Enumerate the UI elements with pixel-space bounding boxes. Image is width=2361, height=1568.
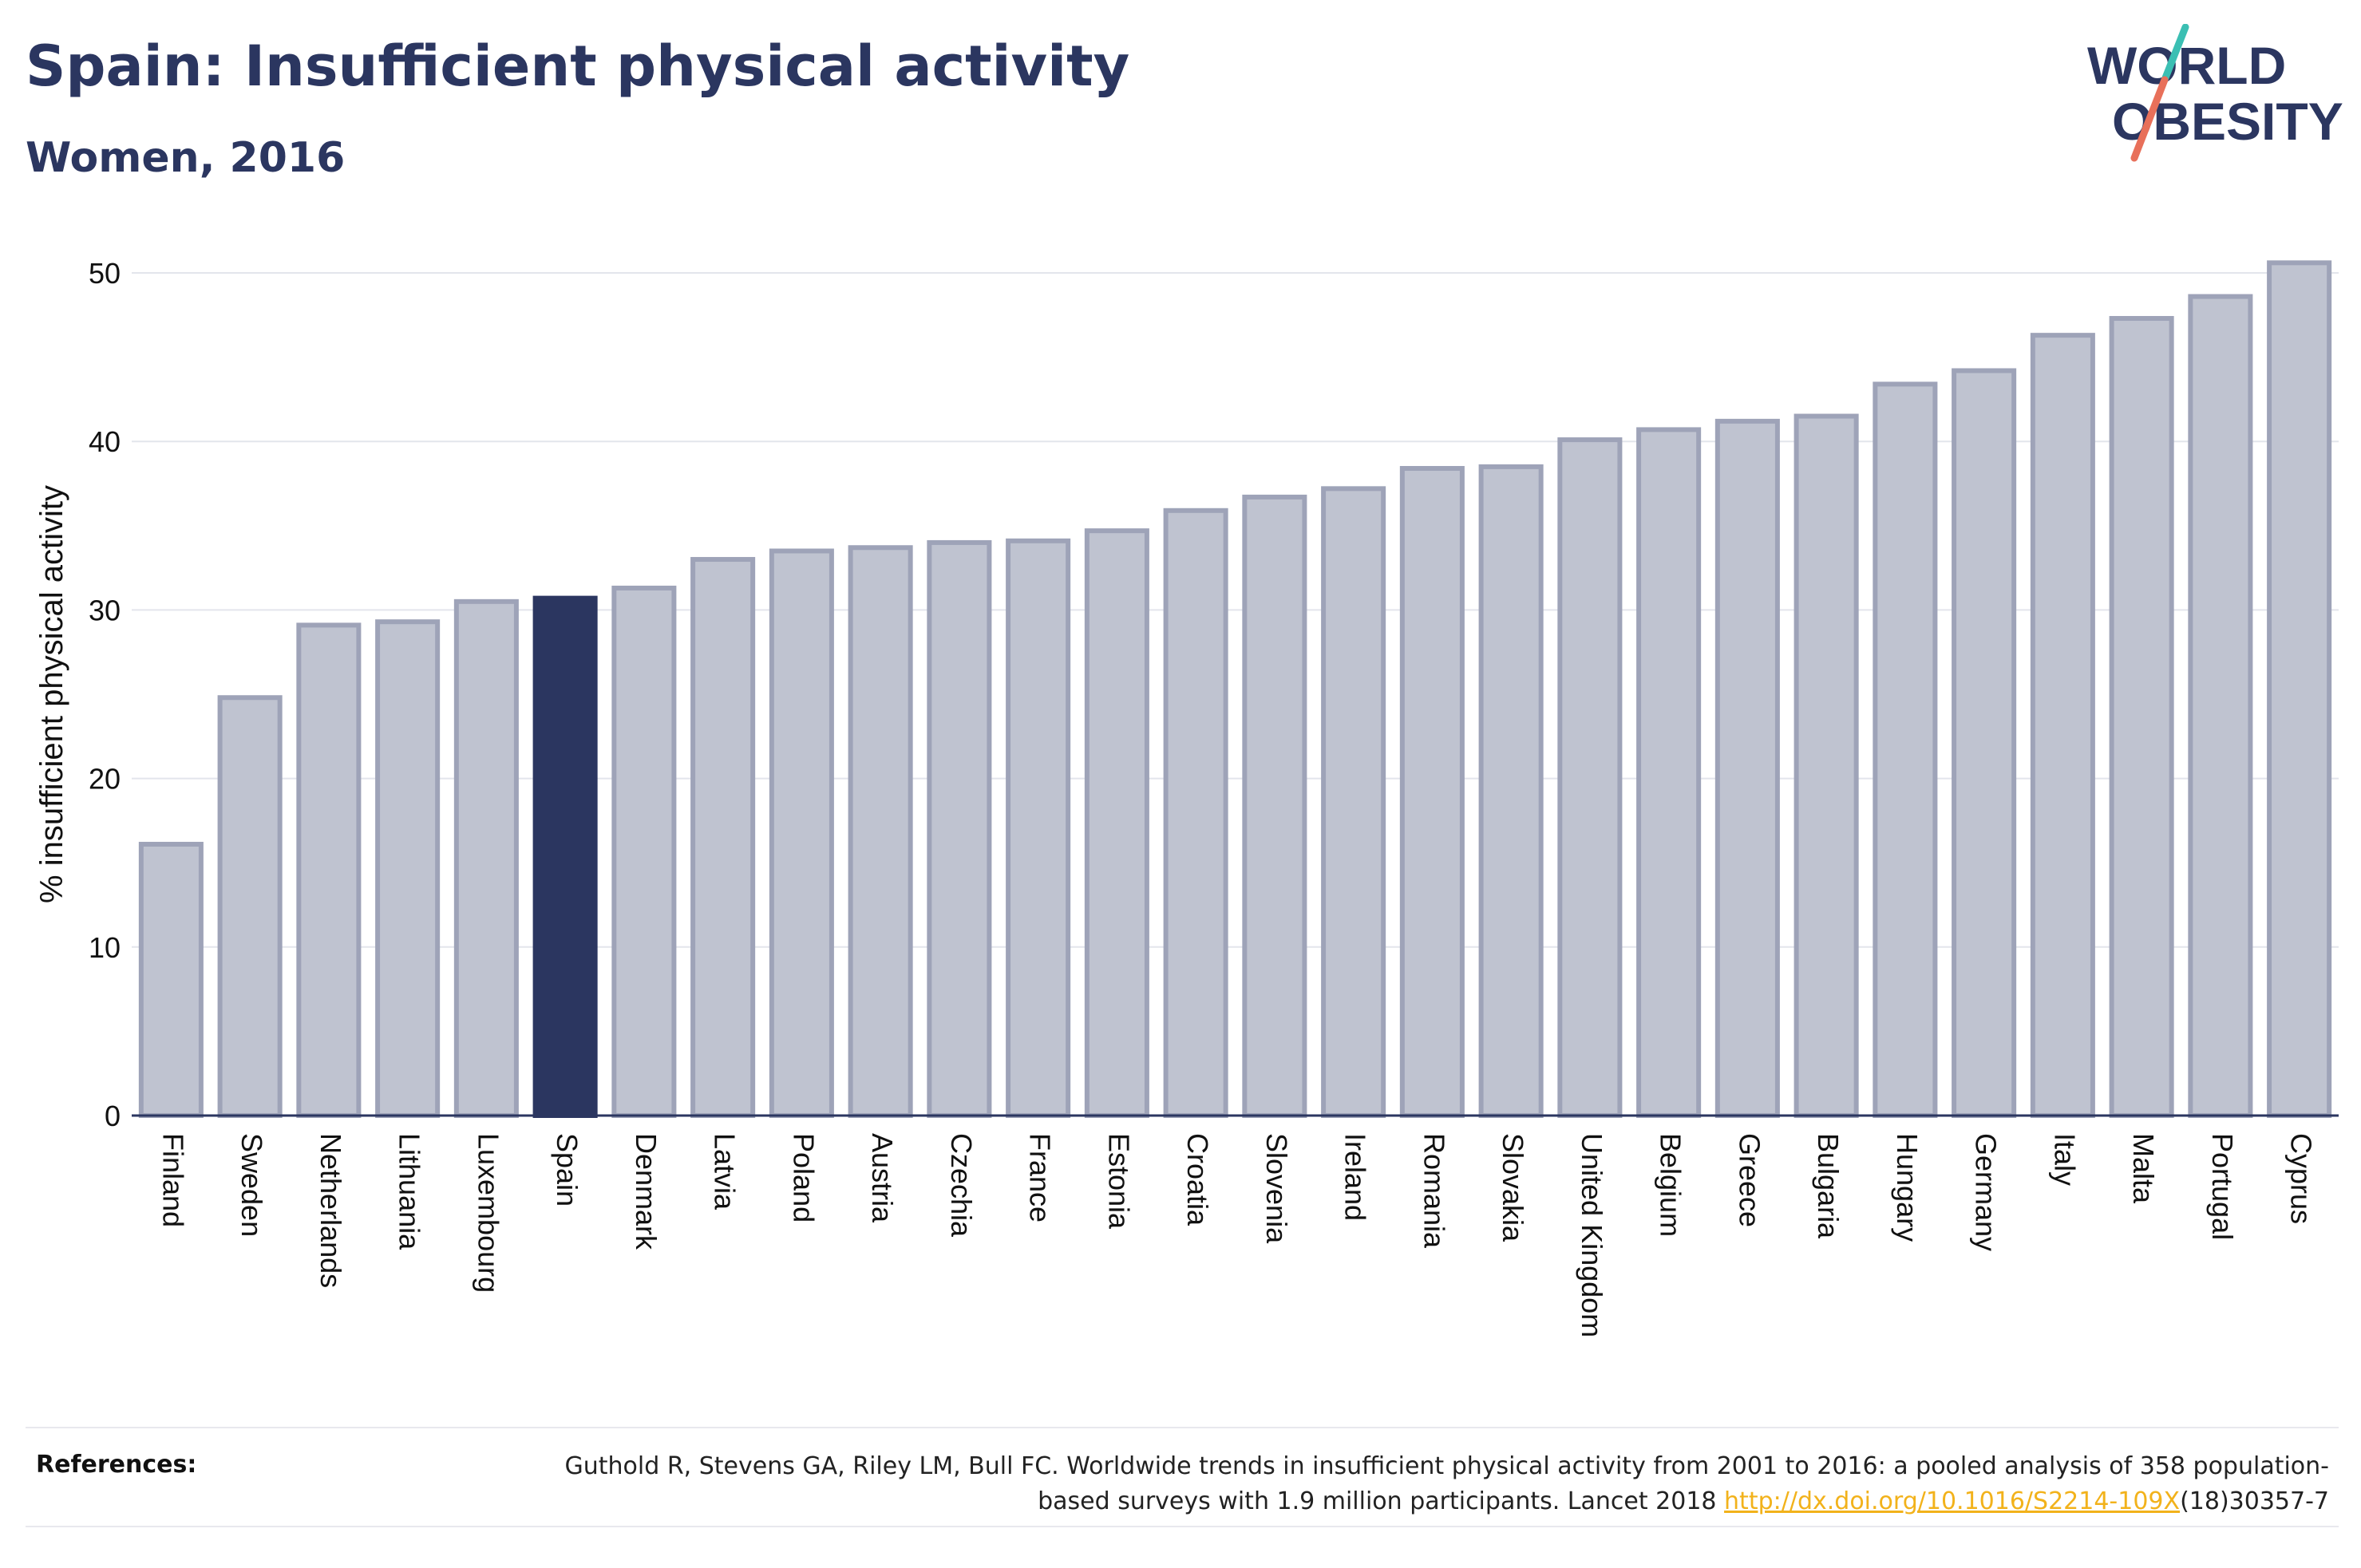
- bar-croatia: [1163, 508, 1228, 1118]
- x-tick-label: Slovakia: [1497, 1133, 1529, 1242]
- x-tick-label: Germany: [1970, 1133, 2003, 1251]
- x-tick-label: Belgium: [1655, 1133, 1687, 1237]
- x-tick-label: Estonia: [1102, 1133, 1135, 1230]
- world-obesity-logo: WORLD OBESITY: [2087, 24, 2343, 162]
- bar-portugal: [2188, 294, 2253, 1118]
- x-tick-label: Croatia: [1181, 1133, 1214, 1226]
- x-tick-label: Latvia: [709, 1133, 742, 1211]
- x-tick-label: Malta: [2127, 1133, 2160, 1204]
- x-tick-label: Luxembourg: [472, 1133, 504, 1293]
- bar-belgium: [1636, 427, 1702, 1118]
- x-tick-label: Italy: [2048, 1133, 2081, 1186]
- bar-czechia: [927, 539, 992, 1118]
- bar-sweden: [217, 695, 283, 1118]
- references-label: References:: [36, 1451, 197, 1479]
- bar-chart: 0 10 20 30 40 50 Finland Sweden Netherlands Lith…: [34, 257, 2339, 1337]
- y-tick-label: 10: [89, 931, 121, 964]
- references-citation-end: (18)30357-7: [2180, 1487, 2329, 1515]
- y-tick-label: 30: [89, 594, 121, 626]
- x-tick-label: Denmark: [630, 1133, 662, 1250]
- bar-romania: [1399, 465, 1465, 1118]
- references-divider-bottom: [26, 1526, 2339, 1527]
- x-tick-label: Bulgaria: [1812, 1133, 1845, 1239]
- references-text: Guthold R, Stevens GA, Riley LM, Bull FC…: [493, 1449, 2329, 1519]
- x-tick-label: Austria: [866, 1133, 899, 1223]
- bar-hungary: [1873, 381, 1938, 1118]
- bar-finland: [138, 841, 204, 1119]
- logo-slash-teal: [2161, 24, 2189, 84]
- x-tick-label: Lithuania: [394, 1133, 426, 1250]
- y-tick-label: 40: [89, 425, 121, 458]
- x-tick-label: Greece: [1733, 1133, 1766, 1227]
- bar-greece: [1714, 418, 1780, 1118]
- references-citation: Guthold R, Stevens GA, Riley LM, Bull FC…: [564, 1452, 2329, 1515]
- bar-italy: [2030, 333, 2095, 1119]
- y-tick-label: 20: [89, 763, 121, 796]
- chart-title: Spain: Insufficient physical activity: [26, 34, 1130, 99]
- x-tick-label: Ireland: [1339, 1133, 1372, 1221]
- x-tick-label: Portugal: [2206, 1133, 2239, 1240]
- bar-latvia: [690, 557, 756, 1118]
- bar-malta: [2109, 316, 2174, 1118]
- x-tick-label: France: [1024, 1133, 1057, 1222]
- y-tick-label: 50: [89, 257, 121, 290]
- bar-spain: [532, 595, 598, 1118]
- logo-slash-red: [2130, 76, 2169, 162]
- y-axis-ticks: 0 10 20 30 40 50: [89, 257, 121, 1132]
- bar-poland: [769, 548, 834, 1118]
- bar-lithuania: [375, 619, 441, 1118]
- bar-netherlands: [296, 622, 362, 1118]
- x-tick-label: Czechia: [945, 1133, 978, 1238]
- bar-austria: [848, 545, 913, 1118]
- bar-france: [1006, 538, 1071, 1118]
- x-tick-label: Hungary: [1891, 1133, 1924, 1242]
- x-axis-ticks: Finland Sweden Netherlands Lithuania Luxembo…: [156, 1133, 2317, 1337]
- y-axis-label: % insufficient physical activity: [34, 485, 69, 903]
- x-tick-label: Sweden: [235, 1133, 268, 1237]
- bar-estonia: [1084, 528, 1149, 1118]
- bar-germany: [1952, 368, 2017, 1119]
- bar-luxembourg: [453, 598, 519, 1118]
- bars: [138, 260, 2332, 1119]
- x-tick-label: Slovenia: [1260, 1133, 1293, 1244]
- bar-ireland: [1321, 486, 1386, 1118]
- references-doi-link[interactable]: http://dx.doi.org/10.1016/S2214-109X: [1724, 1487, 2181, 1515]
- logo-line-1: WORLD: [2087, 36, 2286, 95]
- bar-cyprus: [2267, 260, 2332, 1118]
- x-tick-label: Poland: [787, 1133, 820, 1222]
- bar-denmark: [611, 585, 677, 1118]
- x-tick-label: Romania: [1418, 1133, 1450, 1249]
- bar-united-kingdom: [1557, 437, 1623, 1118]
- bar-slovakia: [1478, 464, 1544, 1118]
- bar-slovenia: [1242, 494, 1307, 1118]
- y-tick-label: 0: [105, 1100, 121, 1132]
- references-divider-top: [26, 1427, 2339, 1428]
- x-tick-label: Spain: [551, 1133, 583, 1207]
- x-tick-label: United Kingdom: [1576, 1133, 1608, 1337]
- x-tick-label: Netherlands: [314, 1133, 347, 1288]
- chart-subtitle: Women, 2016: [26, 134, 346, 182]
- x-tick-label: Cyprus: [2285, 1133, 2318, 1224]
- bar-bulgaria: [1793, 413, 1859, 1118]
- x-tick-label: Finland: [156, 1133, 189, 1227]
